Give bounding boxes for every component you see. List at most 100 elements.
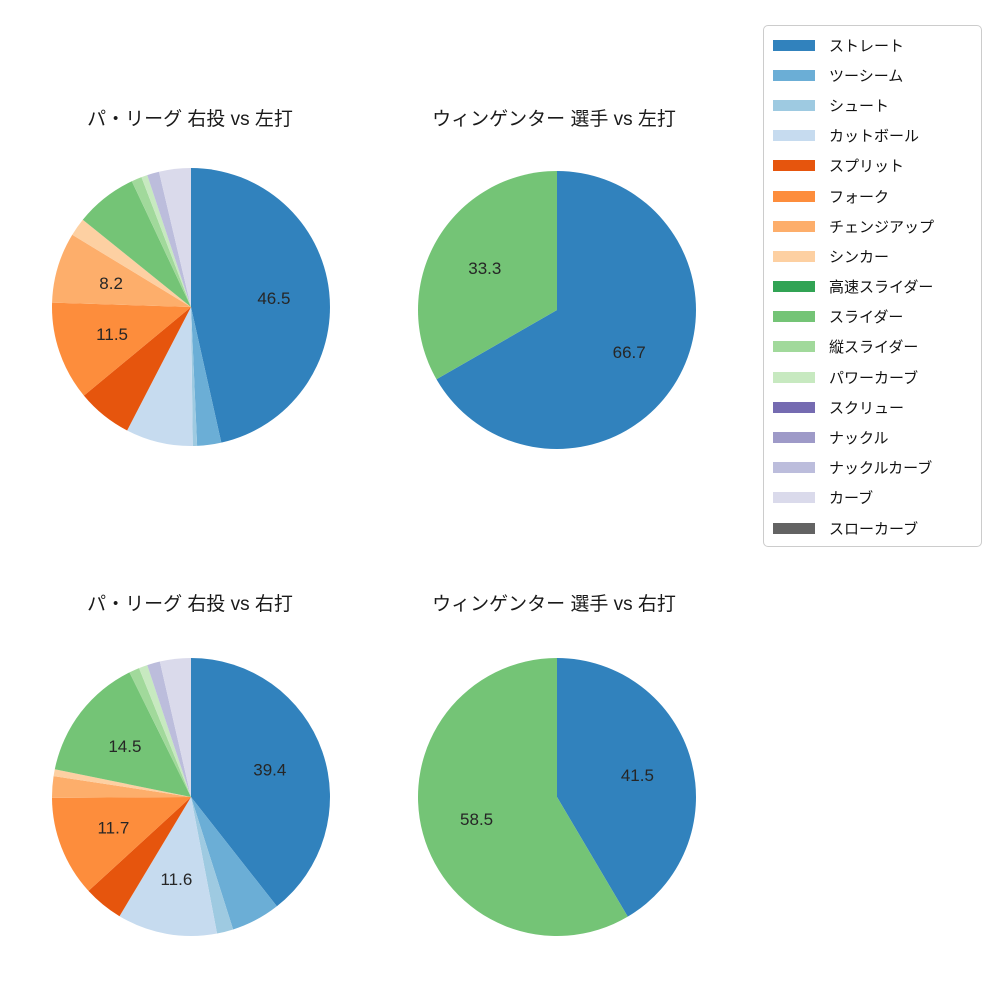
- pie-slice-縦スライダー: [131, 177, 191, 307]
- legend-item-label: スライダー: [829, 309, 904, 327]
- pie-slice-スライダー: [54, 672, 191, 797]
- pie-slice-カットボール: [127, 307, 193, 447]
- legend-item-label: ナックルカーブ: [829, 460, 933, 478]
- legend-item: ナックル: [773, 422, 981, 452]
- legend-item-label: 高速スライダー: [829, 279, 934, 297]
- legend-color-swatch: [773, 311, 815, 323]
- legend-color-swatch: [773, 160, 815, 172]
- pie-slice-ストレート: [191, 658, 330, 907]
- pie-slice-フォーク: [52, 302, 192, 396]
- pie-chart-pa-league-vs-right: 39.4 11.6 11.7 14.5: [51, 658, 330, 937]
- legend-item: フォーク: [773, 181, 981, 211]
- legend-item-label: パワーカーブ: [829, 369, 919, 387]
- legend-item: ストレート: [773, 30, 981, 60]
- pie-slice-シュート: [191, 307, 198, 446]
- legend-item-label: フォーク: [829, 188, 890, 206]
- pie-percent-label: 41.5: [621, 766, 654, 785]
- pie-slice-ストレート: [436, 171, 697, 449]
- legend-color-swatch: [773, 130, 815, 142]
- pie-slice-スプリット: [88, 797, 191, 917]
- pie-percent-label: 8.2: [99, 274, 123, 293]
- pie-slice-パワーカーブ: [141, 175, 191, 307]
- legend-color-swatch: [773, 39, 815, 51]
- legend-color-swatch: [773, 401, 815, 413]
- legend-color-swatch: [773, 432, 815, 444]
- legend-color-swatch: [773, 492, 815, 504]
- pie-slice-カットボール: [119, 797, 218, 937]
- legend-item: チェンジアップ: [773, 211, 981, 241]
- pie-percent-label: 66.7: [613, 343, 646, 362]
- legend-item: シンカー: [773, 241, 981, 271]
- pie-percent-label: 58.5: [460, 810, 493, 829]
- pie-percent-label: 11.6: [160, 870, 192, 889]
- legend-color-swatch: [773, 371, 815, 383]
- pie-slice-スライダー: [82, 181, 191, 307]
- pie-percent-label: 11.5: [96, 325, 128, 344]
- legend-item-label: 縦スライダー: [829, 339, 919, 357]
- legend-item-label: ツーシーム: [829, 67, 904, 85]
- legend-item-label: シンカー: [829, 248, 890, 266]
- pie-percent-label: 39.4: [253, 761, 286, 780]
- pie-slice-スライダー: [417, 658, 628, 936]
- pie-slice-ストレート: [191, 168, 330, 443]
- pie-slice-パワーカーブ: [139, 665, 191, 797]
- legend-item-label: ストレート: [829, 37, 905, 55]
- legend-color-swatch: [773, 99, 815, 111]
- legend-item: カットボール: [773, 121, 981, 151]
- legend-item: シュート: [773, 90, 981, 120]
- legend-item-label: カットボール: [829, 128, 920, 146]
- pie-percent-label: 33.3: [468, 259, 501, 278]
- pie-slice-ナックルカーブ: [147, 171, 191, 307]
- pie-slice-スプリット: [83, 307, 191, 431]
- legend-item: スローカーブ: [773, 513, 981, 543]
- legend-color-swatch: [773, 522, 815, 534]
- legend-item-label: スローカーブ: [829, 520, 919, 538]
- legend-color-swatch: [773, 220, 815, 232]
- legend-item-label: シュート: [829, 97, 890, 115]
- pie-slice-ストレート: [557, 658, 696, 917]
- pie-chart-wingenter-vs-right: 41.5 58.5: [417, 658, 696, 936]
- legend-item: ツーシーム: [773, 60, 981, 90]
- pie-chart-wingenter-vs-left: 66.7 33.3: [418, 171, 697, 449]
- pie-slice-チェンジアップ: [52, 234, 191, 307]
- pie-slice-カーブ: [158, 168, 191, 307]
- legend-color-swatch: [773, 190, 815, 202]
- legend-item: スクリュー: [773, 392, 981, 422]
- chart-title-pa-league-vs-right: パ・リーグ 右投 vs 右打: [87, 594, 293, 615]
- legend-color-swatch: [773, 281, 815, 293]
- pie-slice-シンカー: [53, 769, 191, 797]
- pie-slice-ツーシーム: [191, 797, 277, 930]
- legend-item: ナックルカーブ: [773, 453, 981, 483]
- pie-slice-スライダー: [418, 171, 557, 380]
- legend-color-swatch: [773, 341, 815, 353]
- chart-title-wingenter-vs-right: ウィンゲンター 選手 vs 右打: [432, 594, 676, 615]
- legend-color-swatch: [773, 250, 815, 262]
- legend-item-label: スプリット: [829, 158, 905, 176]
- pie-slice-シンカー: [72, 219, 191, 307]
- pie-percent-label: 46.5: [257, 289, 290, 308]
- pie-slice-ツーシーム: [191, 307, 222, 446]
- pie-slice-シュート: [191, 797, 234, 934]
- pie-slice-フォーク: [52, 797, 191, 891]
- legend-item: 高速スライダー: [773, 272, 981, 302]
- legend-item: カーブ: [773, 483, 981, 513]
- pie-chart-pa-league-vs-left: 46.5 11.5 8.2: [52, 168, 330, 447]
- pie-percent-label: 11.7: [97, 819, 129, 838]
- legend-item-label: ナックル: [829, 430, 889, 448]
- pie-slice-カーブ: [159, 658, 191, 797]
- legend-items: ストレート ツーシーム シュート カットボール スプリット フォーク チェンジア…: [773, 30, 981, 543]
- legend: ストレート ツーシーム シュート カットボール スプリット フォーク チェンジア…: [763, 25, 982, 547]
- legend-item: パワーカーブ: [773, 362, 981, 392]
- legend-item-label: スクリュー: [829, 399, 905, 417]
- legend-item: 縦スライダー: [773, 332, 981, 362]
- legend-item: スライダー: [773, 302, 981, 332]
- chart-title-pa-league-vs-left: パ・リーグ 右投 vs 左打: [87, 109, 293, 130]
- chart-title-wingenter-vs-left: ウィンゲンター 選手 vs 左打: [432, 109, 676, 130]
- legend-color-swatch: [773, 462, 815, 474]
- legend-item-label: チェンジアップ: [829, 218, 935, 236]
- legend-color-swatch: [773, 69, 815, 81]
- legend-item-label: カーブ: [829, 490, 874, 508]
- legend-item: スプリット: [773, 151, 981, 181]
- pie-percent-label: 14.5: [108, 737, 141, 756]
